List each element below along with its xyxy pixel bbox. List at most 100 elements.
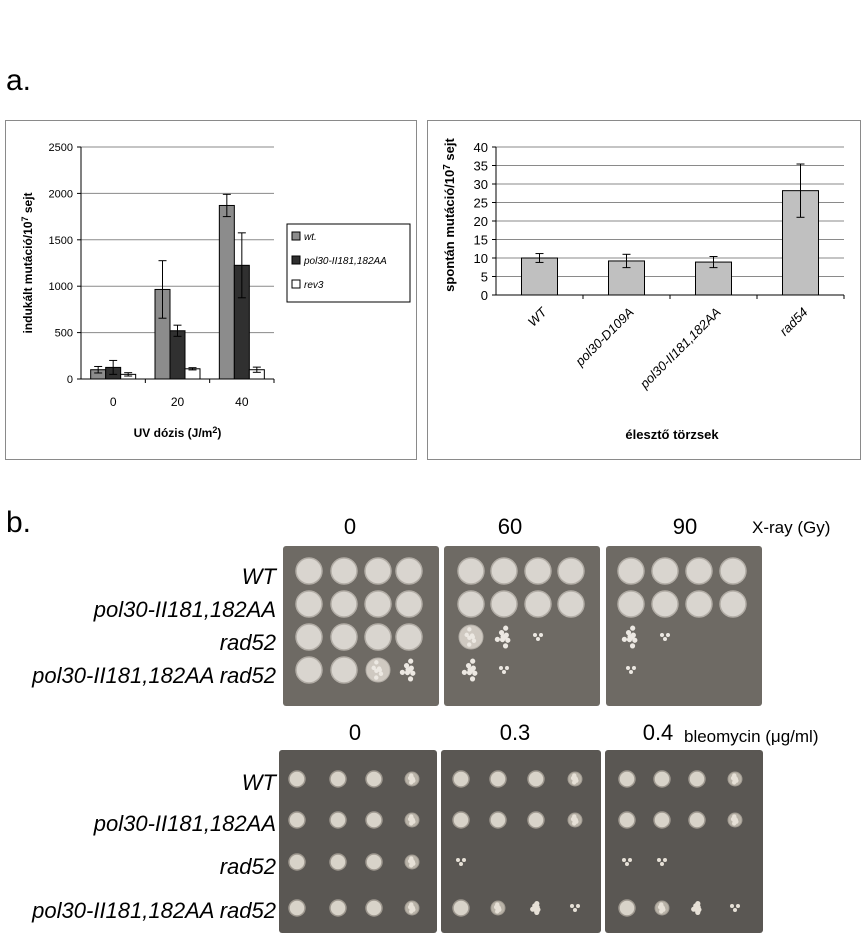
colony-spot	[365, 853, 383, 871]
colony-dot	[733, 817, 738, 822]
colony-dot	[503, 632, 509, 638]
colony-dot	[505, 637, 511, 643]
colony-dot	[621, 636, 628, 642]
xray-plate-0	[283, 546, 439, 706]
colony-dot	[464, 632, 469, 638]
colony-dot	[573, 776, 578, 781]
colony-spot	[490, 557, 518, 585]
xray-plate-90	[606, 546, 762, 706]
colony-dot	[733, 908, 737, 912]
colony-spot	[489, 770, 507, 788]
colony-spot	[452, 899, 470, 917]
colony-dot	[376, 666, 382, 671]
y-tick-label: 25	[474, 196, 488, 211]
colony-dot	[625, 862, 629, 866]
colony-spot	[489, 811, 507, 829]
colony-dot	[407, 676, 414, 682]
colony-dot	[663, 858, 667, 862]
y-tick-label: 20	[474, 214, 488, 229]
y-tick-label: 2500	[49, 142, 73, 154]
xray-strain-pol30-rad52: pol30-II181,182AA rad52	[32, 663, 276, 688]
colony-spot	[288, 853, 306, 871]
colony-spot	[330, 557, 358, 585]
colony-spot	[288, 899, 306, 917]
bar	[169, 330, 186, 380]
colony-spot	[688, 770, 706, 788]
colony-dot	[533, 633, 537, 637]
colony-dot	[408, 658, 414, 664]
colony-dot	[536, 637, 540, 641]
colony-dot	[374, 660, 379, 665]
colony-dot	[378, 671, 384, 676]
colony-dot	[626, 666, 630, 670]
x-tick-label: 40	[235, 395, 249, 409]
colony-dot	[736, 904, 740, 908]
colony-spot	[527, 811, 545, 829]
colony-dot	[470, 658, 476, 664]
colony-dot	[410, 817, 415, 822]
y-tick-label: 10	[474, 251, 488, 266]
colony-dot	[496, 905, 501, 910]
y-tick-label: 5	[481, 270, 488, 285]
x-tick-label: rad54	[777, 305, 811, 339]
colony-spot	[617, 557, 645, 585]
xray-strain-rad52: rad52	[219, 630, 276, 655]
colony-spot	[329, 770, 347, 788]
colony-spot	[618, 770, 636, 788]
colony-dot	[472, 670, 478, 676]
xray-strain-wt: WT	[241, 564, 276, 589]
colony-spot	[295, 557, 323, 585]
colony-spot	[288, 770, 306, 788]
colony-dot	[660, 633, 664, 637]
bleo-strain-rad52: rad52	[219, 854, 276, 879]
colony-dot	[628, 858, 632, 862]
colony-spot	[329, 853, 347, 871]
bleo-strain-pol30-rad52: pol30-II181,182AA rad52	[32, 898, 276, 923]
legend-box	[286, 223, 411, 303]
colony-dot	[695, 904, 701, 910]
colony-dot	[576, 904, 580, 908]
colony-dot	[733, 776, 738, 781]
colony-dot	[630, 625, 636, 631]
y-tick-label: 0	[481, 288, 488, 303]
colony-dot	[371, 665, 376, 671]
colony-dot	[498, 630, 505, 636]
y-axis-label: indukált mutáció/107 sejt	[20, 192, 35, 333]
colony-dot	[573, 908, 577, 912]
colony-spot	[527, 770, 545, 788]
colony-dot	[410, 905, 415, 910]
colony-dot	[503, 625, 509, 631]
bleo-plate-04	[605, 750, 763, 933]
colony-spot	[330, 623, 358, 651]
colony-spot	[295, 623, 323, 651]
colony-spot	[330, 656, 358, 684]
colony-spot	[365, 899, 383, 917]
colony-dot	[494, 636, 501, 642]
bleo-plate-0	[279, 750, 437, 933]
colony-spot	[685, 557, 713, 585]
bleo-dose-0: 0	[348, 720, 362, 745]
xray-unit: X-ray (Gy)	[752, 518, 831, 537]
y-axis-label: spontán mutáció/107 sejt	[442, 138, 457, 292]
colony-dot	[465, 663, 472, 669]
colony-spot	[330, 590, 358, 618]
colony-spot	[329, 811, 347, 829]
xray-dose-2: 90	[672, 514, 698, 539]
colony-dot	[570, 904, 574, 908]
colony-spot	[651, 557, 679, 585]
legend-label: pol30-II181,182AA	[303, 256, 387, 267]
x-axis-label: UV dózis (J/m2)	[134, 425, 222, 440]
y-tick-label: 1000	[49, 281, 73, 293]
uv-induced-mutation-chart: 0 500 1000 1500 2000 2500 0 20 40 indukált mutáci…	[20, 142, 411, 440]
x-tick-label: 0	[110, 395, 117, 409]
colony-spot	[557, 590, 585, 618]
colony-dot	[470, 665, 476, 671]
colony-dot	[459, 862, 463, 866]
xray-dose-1: 60	[497, 514, 523, 539]
colony-dot	[399, 669, 406, 675]
colony-dot	[467, 627, 472, 632]
uv-chart-panel: 0 500 1000 1500 2000 2500 0 20 40 indukált mutáci…	[5, 120, 417, 460]
panel-b-label: b.	[6, 506, 32, 539]
colony-dot	[660, 905, 665, 910]
colony-dot	[505, 666, 509, 670]
